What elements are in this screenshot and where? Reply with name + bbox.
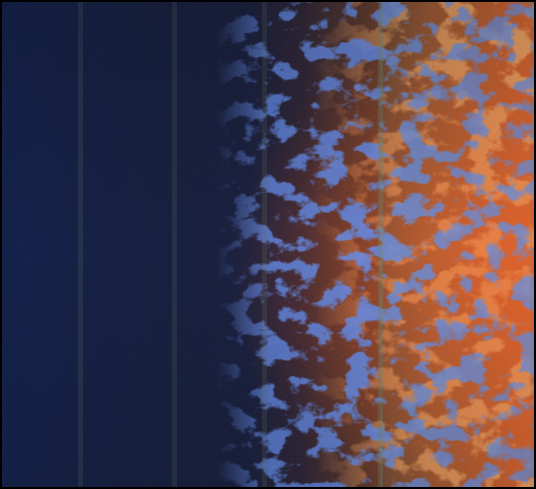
image-frame: [0, 0, 536, 489]
satellite-composite-image: [2, 2, 534, 487]
sensor-grain: [2, 2, 534, 487]
